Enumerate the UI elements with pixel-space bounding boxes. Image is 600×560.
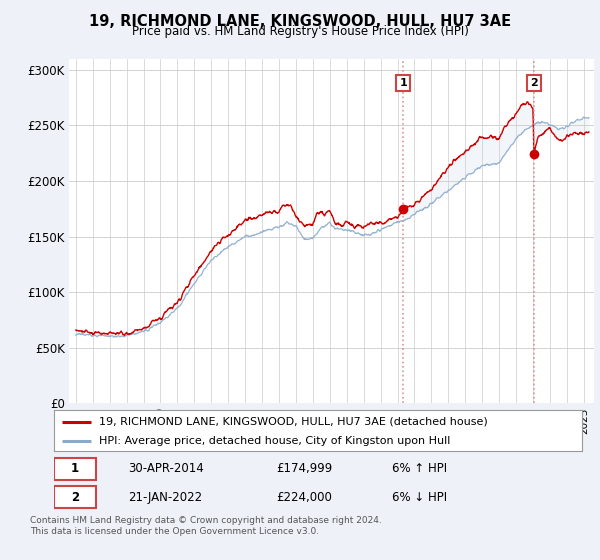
Text: 6% ↑ HPI: 6% ↑ HPI [392, 463, 447, 475]
Text: £224,000: £224,000 [276, 491, 332, 503]
Text: 2: 2 [71, 491, 79, 503]
Text: £174,999: £174,999 [276, 463, 332, 475]
Text: 19, RICHMOND LANE, KINGSWOOD, HULL, HU7 3AE (detached house): 19, RICHMOND LANE, KINGSWOOD, HULL, HU7 … [99, 417, 488, 427]
Text: 19, RICHMOND LANE, KINGSWOOD, HULL, HU7 3AE: 19, RICHMOND LANE, KINGSWOOD, HULL, HU7 … [89, 14, 511, 29]
Text: 1: 1 [399, 78, 407, 88]
Text: Price paid vs. HM Land Registry's House Price Index (HPI): Price paid vs. HM Land Registry's House … [131, 25, 469, 38]
Text: 21-JAN-2022: 21-JAN-2022 [128, 491, 202, 503]
Text: HPI: Average price, detached house, City of Kingston upon Hull: HPI: Average price, detached house, City… [99, 436, 450, 446]
Text: 6% ↓ HPI: 6% ↓ HPI [392, 491, 447, 503]
Text: 1: 1 [71, 463, 79, 475]
FancyBboxPatch shape [54, 486, 96, 508]
Text: 2: 2 [530, 78, 538, 88]
Text: 30-APR-2014: 30-APR-2014 [128, 463, 203, 475]
FancyBboxPatch shape [54, 458, 96, 480]
Text: Contains HM Land Registry data © Crown copyright and database right 2024.
This d: Contains HM Land Registry data © Crown c… [30, 516, 382, 536]
